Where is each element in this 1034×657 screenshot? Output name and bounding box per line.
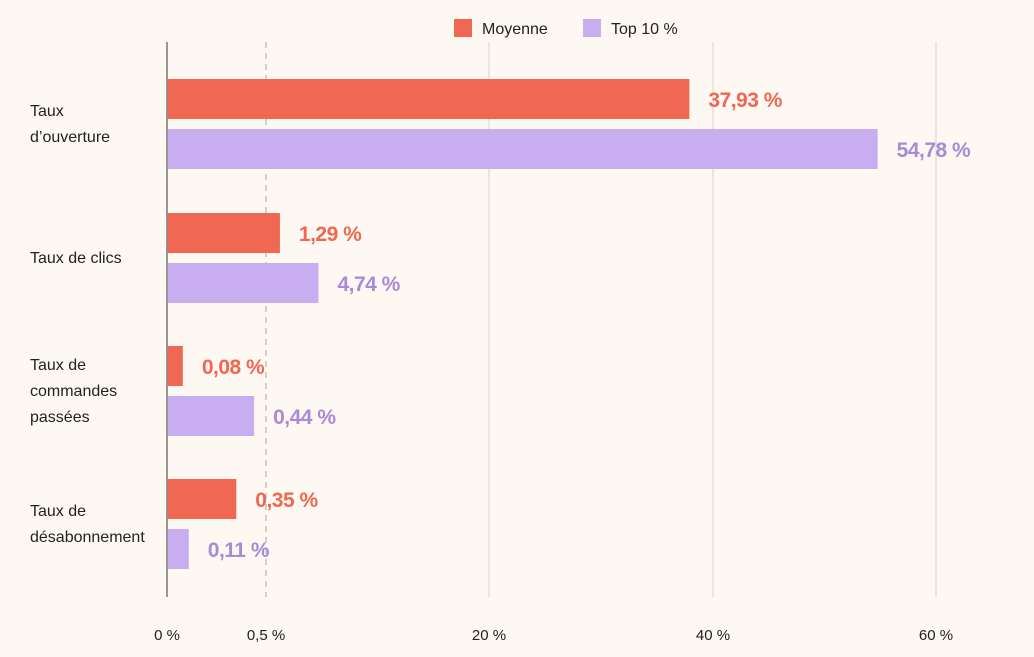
category-label: d’ouverture <box>30 129 110 146</box>
legend-swatch-moyenne <box>454 19 472 37</box>
bar-moyenne <box>167 346 183 386</box>
data-label: 0,11 % <box>208 539 270 562</box>
bar-moyenne <box>167 79 690 119</box>
x-tick-label: 40 % <box>696 627 730 644</box>
legend-swatch-top10 <box>583 19 601 37</box>
bar-top10 <box>167 529 189 569</box>
category-label: commandes <box>30 383 117 400</box>
category-label: Taux <box>30 103 64 120</box>
category-label: Taux de <box>30 357 86 374</box>
x-tick-label: 60 % <box>919 627 953 644</box>
data-label: 0,44 % <box>273 406 336 429</box>
data-label: 1,29 % <box>299 223 362 246</box>
bar-top10 <box>167 129 878 169</box>
data-label: 54,78 % <box>897 139 971 162</box>
data-label: 0,08 % <box>202 356 265 379</box>
x-tick-label: 0,5 % <box>247 627 285 644</box>
legend-label-top10: Top 10 % <box>611 21 678 38</box>
category-label: passées <box>30 409 90 426</box>
data-label: 0,35 % <box>255 489 318 512</box>
x-tick-label: 0 % <box>154 627 180 644</box>
bar-moyenne <box>167 479 237 519</box>
bar-moyenne <box>167 213 280 253</box>
category-label: Taux de <box>30 503 86 520</box>
category-label: désabonnement <box>30 529 145 546</box>
bar-top10 <box>167 263 319 303</box>
data-label: 4,74 % <box>337 273 400 296</box>
bar-top10 <box>167 396 255 436</box>
data-label: 37,93 % <box>708 89 782 112</box>
x-tick-label: 20 % <box>472 627 506 644</box>
legend-label-moyenne: Moyenne <box>482 21 548 38</box>
category-label: Taux de clics <box>30 250 122 267</box>
